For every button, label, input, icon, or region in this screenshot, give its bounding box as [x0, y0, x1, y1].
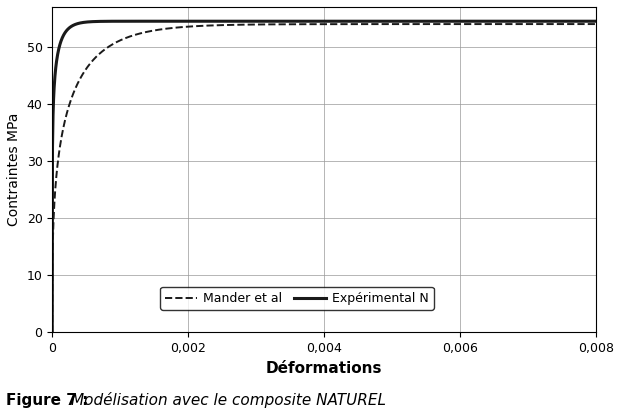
Text: Modélisation avec le composite NATUREL: Modélisation avec le composite NATUREL — [71, 392, 386, 408]
Expérimental N — [76, 20, 84, 25]
Mander et al — [313, 22, 320, 27]
Line: Expérimental N: Expérimental N — [52, 21, 596, 332]
Line: Mander et al: Mander et al — [52, 24, 596, 332]
Expérimental N — [577, 19, 584, 24]
Text: Figure 7 :: Figure 7 : — [6, 393, 94, 408]
Expérimental N — [299, 19, 306, 24]
Expérimental N — [48, 330, 56, 335]
X-axis label: Déformations: Déformations — [266, 361, 383, 376]
Mander et al — [576, 22, 584, 27]
Y-axis label: Contraintes MPa: Contraintes MPa — [7, 113, 21, 226]
Expérimental N — [350, 19, 358, 24]
Expérimental N — [592, 19, 600, 24]
Mander et al — [299, 22, 306, 27]
Mander et al — [576, 22, 584, 27]
Mander et al — [48, 330, 56, 335]
Mander et al — [76, 77, 84, 82]
Legend: Mander et al, Expérimental N: Mander et al, Expérimental N — [160, 287, 433, 310]
Expérimental N — [576, 19, 584, 24]
Expérimental N — [477, 19, 484, 24]
Expérimental N — [313, 19, 320, 24]
Mander et al — [477, 22, 484, 27]
Mander et al — [592, 22, 600, 27]
